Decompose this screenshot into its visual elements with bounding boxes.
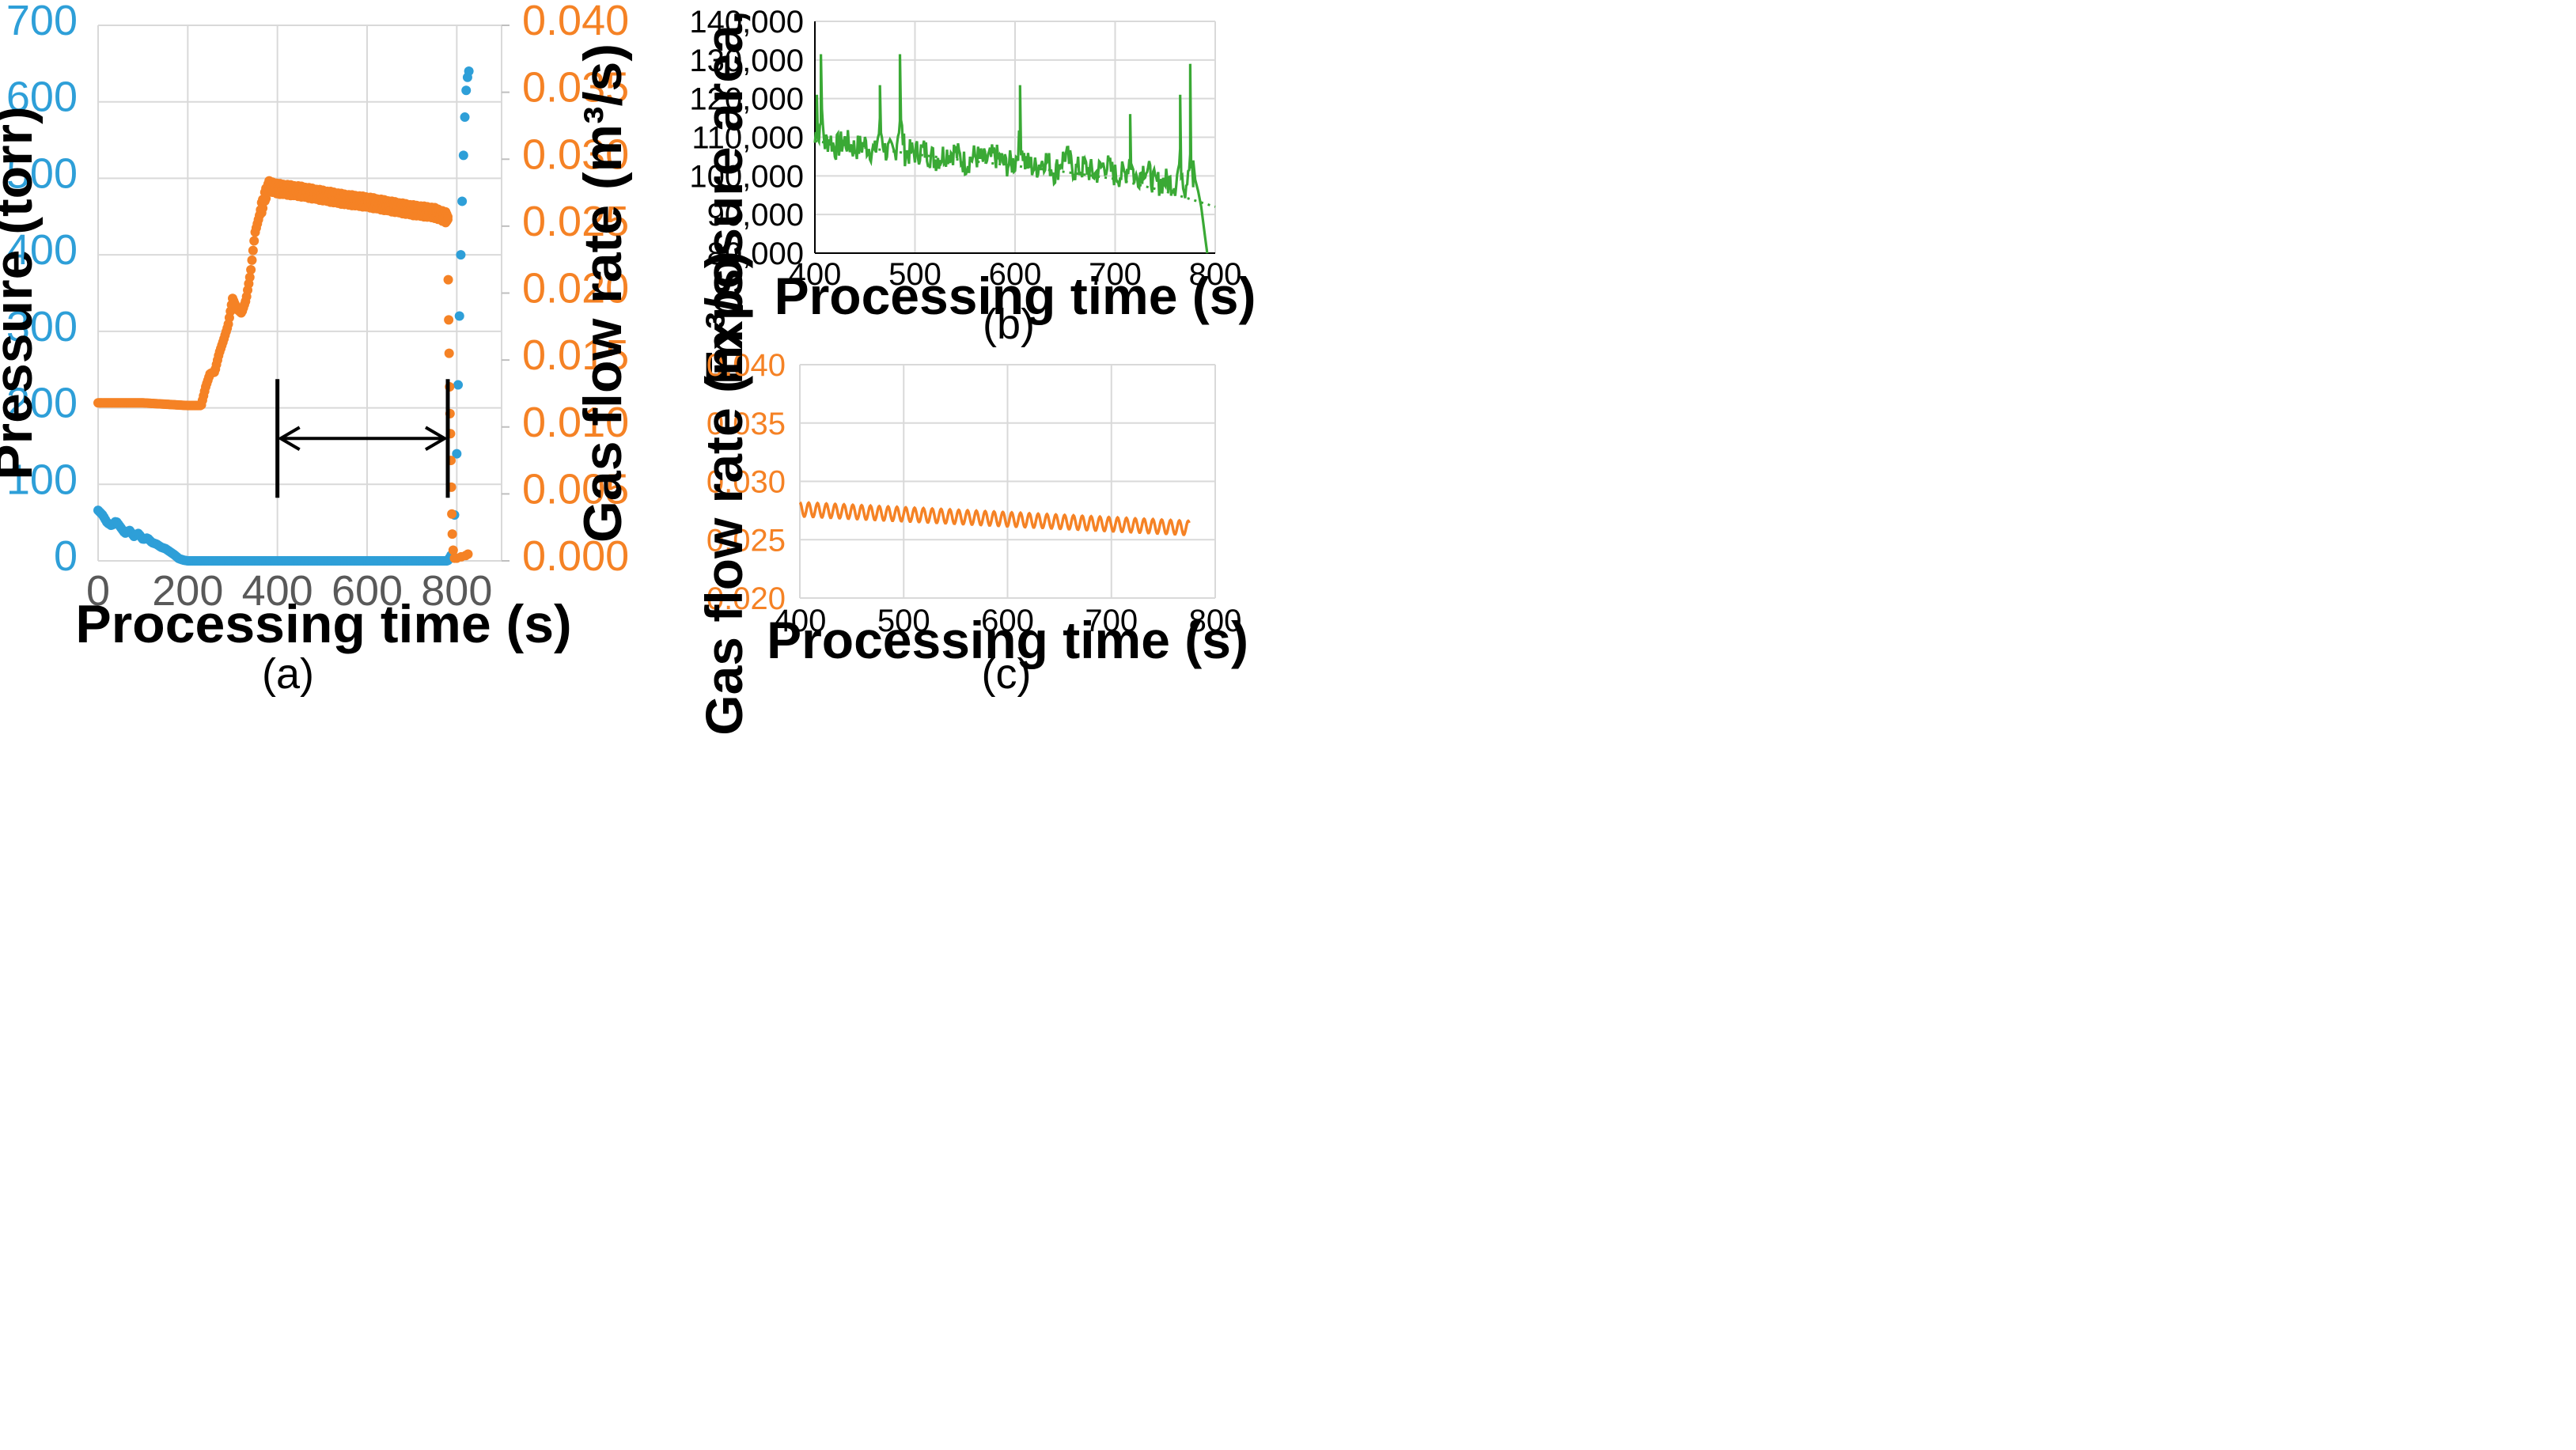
pressure-point <box>464 66 474 77</box>
panel-c-y-tick-label: 0.025 <box>707 523 786 558</box>
panel-c-y-tick-label: 0.040 <box>707 348 786 383</box>
flow-point <box>443 274 453 285</box>
panel-a-x-tick-label: 600 <box>331 567 403 615</box>
panel-c: 400 500 600 700 800 0.020 0.025 0.030 0.035 0.04… <box>695 251 1248 735</box>
panel-b-x-tick-label: 500 <box>888 257 941 292</box>
panel-a-y2-tick-label: 0.040 <box>522 0 629 44</box>
pressure-point <box>461 85 472 96</box>
panel-b-y-tick-label: 110,000 <box>691 121 804 156</box>
panel-a-x-tick-label: 400 <box>242 567 313 615</box>
panel-c-y-tick-label: 0.035 <box>707 407 786 441</box>
panel-b-label: (b) <box>983 301 1035 348</box>
pressure-point <box>454 311 464 321</box>
panel-a-y2-tick-label: 0.010 <box>522 399 629 446</box>
exposure-trendline <box>814 139 1216 208</box>
panel-b-y-tick-label: 140,000 <box>689 5 804 40</box>
panel-b-y-tick-label: 80,000 <box>707 237 804 271</box>
panel-a-x-axis-title: Processing time (s) <box>75 594 571 654</box>
flow-point <box>247 255 257 265</box>
panel-a-x-tick-label: 800 <box>421 567 492 615</box>
panel-a-y-tick-label: 400 <box>6 226 78 274</box>
panel-a-y-tick-label: 300 <box>6 303 78 350</box>
annotation-arrow-right-head <box>424 426 448 451</box>
panel-a-y2-tick-label: 0.025 <box>522 198 629 245</box>
flow-point <box>447 529 457 539</box>
pressure-point <box>456 250 466 260</box>
panel-a-x-tick-label: 0 <box>86 567 110 615</box>
panel-c-x-tick-label: 500 <box>877 604 930 638</box>
panel-b-y-tick-label: 100,000 <box>689 159 804 194</box>
panel-b-x-tick-label: 400 <box>789 257 842 292</box>
pressure-point <box>457 196 468 206</box>
flow-point <box>258 203 268 214</box>
panel-b-y-tick-label: 130,000 <box>689 44 804 78</box>
pressure-series <box>93 66 474 566</box>
panel-c-y-tick-label: 0.020 <box>707 581 786 616</box>
panel-c-x-tick-label: 400 <box>774 604 827 638</box>
panel-b-y-tick-label: 90,000 <box>707 198 804 233</box>
panel-a-y2-tick-label: 0.020 <box>522 265 629 312</box>
panel-a-y-tick-label: 200 <box>6 380 78 427</box>
flow-oscillation-line <box>798 501 1191 536</box>
flow-point <box>246 265 256 275</box>
flow-point <box>248 245 258 256</box>
flow-point <box>249 236 259 246</box>
flow-series <box>93 176 473 563</box>
panel-a-y2-axis-title: Gas flow rate (m³/s) <box>573 44 633 543</box>
panel-a-y-tick-label: 600 <box>6 74 78 121</box>
panel-a: 0 200 400 600 800 0 100 200 300 400 500 600 700 0.0… <box>0 0 633 698</box>
panel-c-y-tick-label: 0.030 <box>707 465 786 500</box>
exposure-line <box>813 54 1209 254</box>
flow-point <box>443 214 453 225</box>
panel-c-x-tick-label: 800 <box>1189 604 1242 638</box>
panel-a-y-tick-label: 100 <box>6 456 78 503</box>
flow-point <box>444 348 454 358</box>
panel-a-y-tick-label: 700 <box>6 0 78 44</box>
pressure-point <box>453 380 464 390</box>
panel-c-x-tick-label: 700 <box>1085 604 1138 638</box>
pressure-point <box>458 150 468 161</box>
panel-a-y-axis-title: Pressure (torr) <box>0 106 44 479</box>
annotation-arrow-left-head <box>277 426 301 451</box>
panel-c-label: (c) <box>982 650 1032 698</box>
panel-a-y-tick-label: 0 <box>54 532 78 580</box>
panel-a-y2-tick-label: 0.015 <box>522 331 629 379</box>
panel-b-x-tick-label: 600 <box>989 257 1042 292</box>
panel-a-y-tick-label: 500 <box>6 150 78 197</box>
panel-a-label: (a) <box>262 650 314 698</box>
panel-b: 400 500 600 700 800 80,000 90,000 100,000110,0… <box>689 0 1256 384</box>
panel-b-y-tick-label: 120,000 <box>689 82 804 117</box>
panel-c-x-tick-label: 600 <box>981 604 1034 638</box>
pressure-point <box>452 449 462 459</box>
panel-a-y2-tick-label: 0.005 <box>522 465 629 513</box>
panel-c-y-axis-title: Gas flow rate (m³/s) <box>695 251 753 735</box>
pressure-point <box>460 112 470 123</box>
panel-c-x-axis-title: Processing time (s) <box>767 611 1248 669</box>
panel-b-x-tick-label: 800 <box>1189 257 1242 292</box>
flow-point <box>448 545 458 555</box>
panel-b-y-axis-title: Exposure area, a.u. <box>695 0 753 384</box>
flow-point <box>444 315 454 325</box>
panel-b-x-axis-title: Processing time (s) <box>775 267 1256 325</box>
panel-a-y2-tick-label: 0.035 <box>522 64 629 112</box>
panel-b-x-tick-label: 700 <box>1089 257 1142 292</box>
flow-point <box>244 272 255 282</box>
panel-a-y2-tick-label: 0.000 <box>522 532 629 580</box>
flow-point <box>447 509 457 519</box>
flow-point <box>463 549 473 559</box>
panel-a-y2-tick-label: 0.030 <box>522 131 629 178</box>
panel-a-x-tick-label: 200 <box>152 567 223 615</box>
